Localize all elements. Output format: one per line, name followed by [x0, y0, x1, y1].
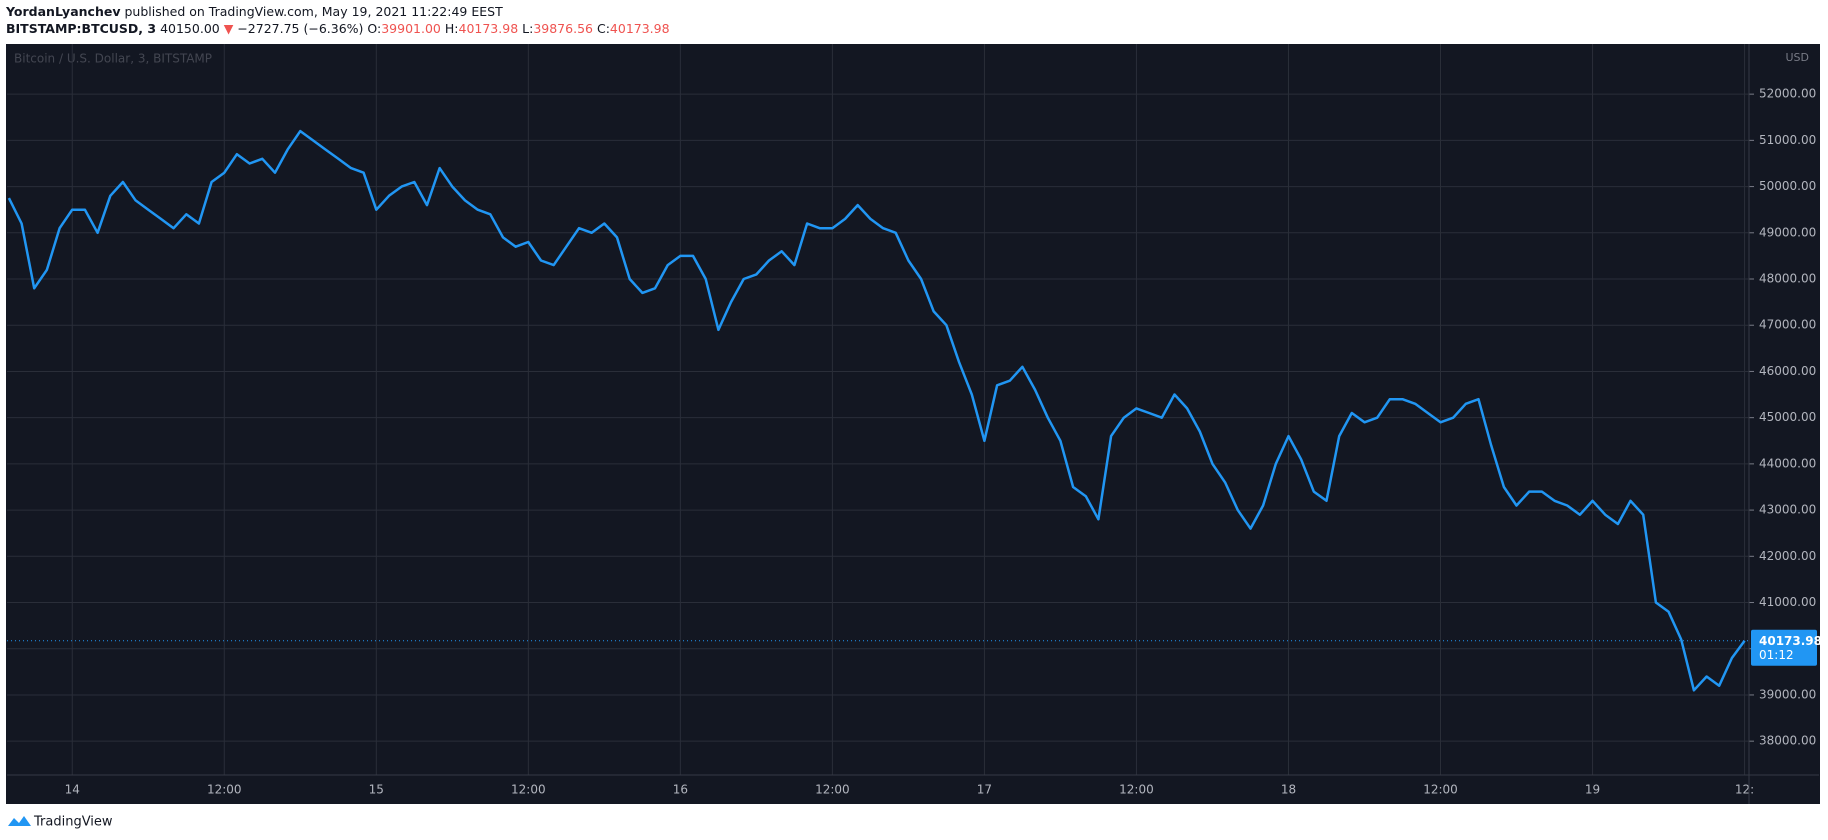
x-tick-label: 12:00 — [1119, 783, 1154, 797]
publish-line: YordanLyanchev published on TradingView.… — [6, 2, 670, 22]
h-label: H: — [444, 21, 459, 36]
x-tick-label: 17 — [977, 783, 992, 797]
price-line — [7, 129, 1746, 692]
change: −2727.75 (−6.36%) — [237, 21, 364, 36]
x-tick-label: 12:00 — [207, 783, 242, 797]
c-label: C: — [596, 21, 610, 36]
published: published on TradingView.com, May 19, 20… — [124, 4, 503, 19]
y-tick-label: 48000.00 — [1759, 272, 1816, 286]
price: 40150.00 — [160, 21, 220, 36]
y-tick-label: 52000.00 — [1759, 87, 1816, 101]
tradingview-logo: TradingView — [8, 815, 113, 830]
symbol: BITSTAMP:BTCUSD, 3 — [6, 21, 157, 36]
y-tick-label: 44000.00 — [1759, 456, 1816, 470]
legend-title: Bitcoin / U.S. Dollar, 3, BITSTAMP — [14, 52, 212, 66]
x-tick-label: 12:00 — [511, 783, 546, 797]
currency: USD — [1785, 51, 1809, 64]
y-tick-label: 45000.00 — [1759, 410, 1816, 424]
y-tick-label: 49000.00 — [1759, 225, 1816, 239]
logo-mark — [8, 816, 31, 826]
high: 40173.98 — [458, 21, 519, 36]
x-tick-label: 12:00 — [815, 783, 850, 797]
y-tick-label: 50000.00 — [1759, 179, 1816, 193]
x-tick-label: 14 — [65, 783, 80, 797]
countdown: 01:12 — [1759, 648, 1794, 662]
x-tick-label: 19 — [1585, 783, 1600, 797]
brand: TradingView — [33, 815, 113, 830]
y-tick-label: 46000.00 — [1759, 364, 1816, 378]
y-tick-label: 41000.00 — [1759, 595, 1816, 609]
chart-background — [6, 44, 1820, 804]
price-tag-label: 40173.98 — [1759, 634, 1822, 648]
y-tick-label: 43000.00 — [1759, 503, 1816, 517]
x-tick-label: 18 — [1281, 783, 1296, 797]
x-tick-label: 12:00 — [1423, 783, 1458, 797]
low: 39876.56 — [533, 21, 593, 36]
l-label: L: — [522, 21, 534, 36]
y-tick-label: 38000.00 — [1759, 734, 1816, 748]
x-tick-label: 15 — [369, 783, 384, 797]
y-tick-label: 51000.00 — [1759, 133, 1816, 147]
close: 40173.98 — [609, 21, 670, 36]
open: 39901.00 — [381, 21, 441, 36]
header: YordanLyanchev published on TradingView.… — [6, 2, 670, 39]
y-tick-label: 42000.00 — [1759, 549, 1816, 563]
o-label: O: — [367, 21, 382, 36]
y-tick-label: 47000.00 — [1759, 318, 1816, 332]
author: YordanLyanchev — [6, 4, 121, 19]
quote-line: BITSTAMP:BTCUSD, 3 40150.00 ▼ −2727.75 (… — [6, 19, 670, 39]
arrow: ▼ — [223, 21, 234, 36]
x-tick-label: 16 — [673, 783, 688, 797]
x-tick-label: 12: — [1735, 783, 1754, 797]
price-tag — [1751, 629, 1817, 666]
y-tick-label: 39000.00 — [1759, 687, 1816, 701]
